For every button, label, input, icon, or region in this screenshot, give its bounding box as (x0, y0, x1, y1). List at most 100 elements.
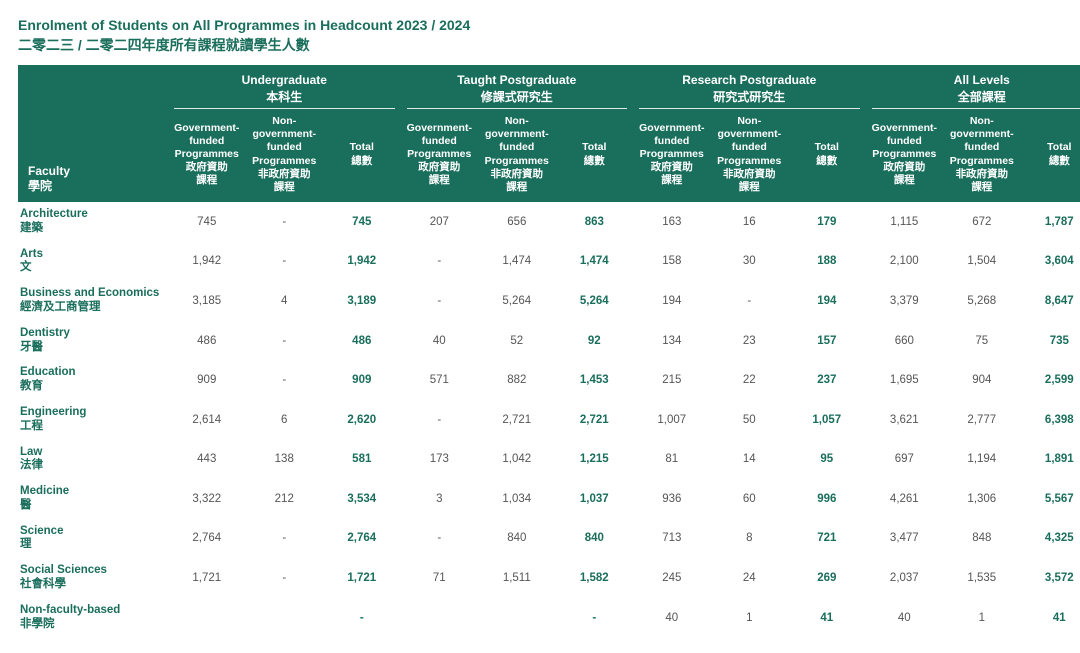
data-cell: 5,264 (556, 281, 634, 321)
data-cell: 882 (478, 360, 556, 400)
data-cell: 1,474 (556, 242, 634, 282)
data-cell: 5,567 (1021, 479, 1080, 519)
data-cell: 1,042 (478, 440, 556, 480)
data-cell: 41 (1021, 598, 1080, 638)
data-cell: 3,572 (1021, 558, 1080, 598)
data-cell: 1,582 (556, 558, 634, 598)
faculty-cell: Non-faculty-based非學院 (18, 598, 168, 638)
data-cell: 1,306 (943, 479, 1021, 519)
data-cell (168, 598, 246, 638)
data-cell: 745 (323, 202, 401, 242)
table-row: Arts文1,942-1,942-1,4741,474158301882,100… (18, 242, 1080, 282)
data-cell: 40 (866, 598, 944, 638)
data-cell: - (401, 400, 479, 440)
col-sub-nongov: Non-government-fundedProgrammes非政府資助課程 (711, 109, 789, 202)
col-sub-gov: Government-fundedProgrammes政府資助課程 (168, 109, 246, 202)
data-cell: 713 (633, 519, 711, 559)
table-row: Education教育909-9095718821,453215222371,6… (18, 360, 1080, 400)
data-cell: 909 (168, 360, 246, 400)
enrolment-table: Faculty 學院 Undergraduate本科生 Taught Postg… (18, 65, 1080, 637)
col-sub-total: Total總數 (1021, 109, 1080, 202)
data-cell: - (246, 321, 324, 361)
col-header-faculty: Faculty 學院 (18, 65, 168, 202)
data-cell: 30 (711, 242, 789, 282)
col-sub-gov: Government-fundedProgrammes政府資助課程 (401, 109, 479, 202)
data-cell: - (556, 598, 634, 638)
data-cell: 848 (943, 519, 1021, 559)
table-body: Architecture建築745-745207656863163161791,… (18, 202, 1080, 638)
col-sub-gov: Government-fundedProgrammes政府資助課程 (866, 109, 944, 202)
data-cell: 212 (246, 479, 324, 519)
data-cell: - (401, 519, 479, 559)
col-sub-total: Total總數 (556, 109, 634, 202)
faculty-cell: Dentistry牙醫 (18, 321, 168, 361)
data-cell: 3,534 (323, 479, 401, 519)
data-cell: 1,695 (866, 360, 944, 400)
data-cell: 3,621 (866, 400, 944, 440)
data-cell: 6 (246, 400, 324, 440)
data-cell: 863 (556, 202, 634, 242)
data-cell: 1,057 (788, 400, 866, 440)
faculty-cell: Arts文 (18, 242, 168, 282)
data-cell: 52 (478, 321, 556, 361)
data-cell: 14 (711, 440, 789, 480)
data-cell: 735 (1021, 321, 1080, 361)
faculty-cell: Architecture建築 (18, 202, 168, 242)
data-cell: - (246, 202, 324, 242)
data-cell: 173 (401, 440, 479, 480)
data-cell: 245 (633, 558, 711, 598)
data-cell: 2,721 (478, 400, 556, 440)
data-cell: 3,379 (866, 281, 944, 321)
data-cell: 4 (246, 281, 324, 321)
data-cell: 1,194 (943, 440, 1021, 480)
data-cell: 904 (943, 360, 1021, 400)
data-cell: 996 (788, 479, 866, 519)
data-cell: 2,037 (866, 558, 944, 598)
col-sub-gov: Government-fundedProgrammes政府資助課程 (633, 109, 711, 202)
data-cell: 5,264 (478, 281, 556, 321)
data-cell: - (711, 281, 789, 321)
faculty-cell: Business and Economics經濟及工商管理 (18, 281, 168, 321)
col-sub-nongov: Non-government-fundedProgrammes非政府資助課程 (246, 109, 324, 202)
data-cell: - (246, 360, 324, 400)
data-cell: 157 (788, 321, 866, 361)
data-cell: 1,942 (323, 242, 401, 282)
data-cell: 1 (711, 598, 789, 638)
title-en: Enrolment of Students on All Programmes … (18, 16, 1062, 36)
data-cell: 571 (401, 360, 479, 400)
data-cell (478, 598, 556, 638)
faculty-cell: Education教育 (18, 360, 168, 400)
data-cell: 1,721 (323, 558, 401, 598)
data-cell: 2,777 (943, 400, 1021, 440)
table-row: Law法律4431385811731,0421,2158114956971,19… (18, 440, 1080, 480)
data-cell: 3,604 (1021, 242, 1080, 282)
data-cell: 745 (168, 202, 246, 242)
data-cell: 2,100 (866, 242, 944, 282)
data-cell: 581 (323, 440, 401, 480)
data-cell: 4,261 (866, 479, 944, 519)
data-cell: 1,115 (866, 202, 944, 242)
col-group-research-pg: Research Postgraduate研究式研究生 (633, 65, 866, 109)
table-row: Social Sciences社會科學1,721-1,721711,5111,5… (18, 558, 1080, 598)
data-cell: 40 (633, 598, 711, 638)
data-cell: 2,614 (168, 400, 246, 440)
data-cell: 660 (866, 321, 944, 361)
col-group-all-levels: All Levels全部課程 (866, 65, 1080, 109)
data-cell: 3,189 (323, 281, 401, 321)
data-cell: 2,721 (556, 400, 634, 440)
table-row: Medicine醫3,3222123,53431,0341,0379366099… (18, 479, 1080, 519)
data-cell: - (246, 242, 324, 282)
col-sub-nongov: Non-government-fundedProgrammes非政府資助課程 (478, 109, 556, 202)
data-cell: 1,942 (168, 242, 246, 282)
table-row: Non-faculty-based非學院--4014140141 (18, 598, 1080, 638)
data-cell: 8 (711, 519, 789, 559)
col-group-undergraduate: Undergraduate本科生 (168, 65, 401, 109)
data-cell: 2,620 (323, 400, 401, 440)
data-cell: 158 (633, 242, 711, 282)
data-cell (246, 598, 324, 638)
data-cell: 3,477 (866, 519, 944, 559)
data-cell: 8,647 (1021, 281, 1080, 321)
data-cell: 1,474 (478, 242, 556, 282)
col-sub-total: Total總數 (323, 109, 401, 202)
data-cell: 1,721 (168, 558, 246, 598)
